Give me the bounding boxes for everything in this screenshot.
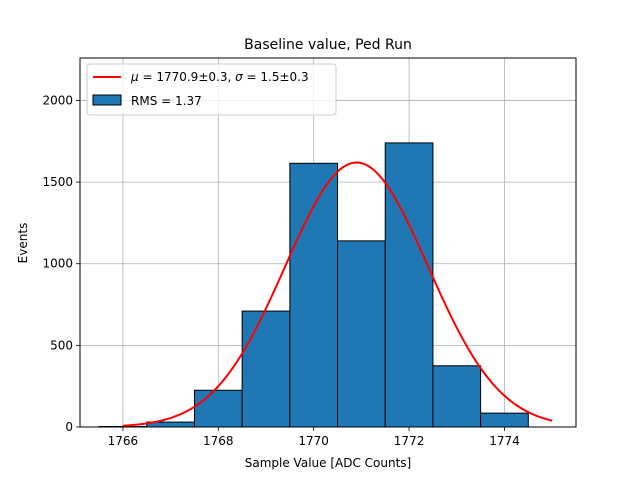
y-tick-label: 2000 (42, 93, 73, 107)
chart-title: Baseline value, Ped Run (244, 37, 412, 53)
histogram-bar (241, 310, 291, 428)
x-tick-label: 1772 (394, 434, 425, 448)
legend-box (86, 63, 337, 116)
histogram-bar (289, 162, 339, 428)
gaussian-fit-line (122, 161, 553, 427)
legend-fit-label: μ = 1770.9±0.3, σ = 1.5±0.3 (130, 70, 309, 84)
x-axis-label: Sample Value [ADC Counts] (245, 456, 411, 470)
fit-curve-layer (122, 161, 553, 427)
x-tick-label: 1768 (203, 434, 234, 448)
x-tick-label: 1766 (108, 434, 139, 448)
histogram-bar (193, 389, 243, 428)
y-tick-label: 0 (65, 420, 73, 434)
histogram-bar (337, 240, 386, 428)
legend-hist-label: RMS = 1.37 (131, 94, 202, 108)
y-tick-label: 1500 (42, 175, 73, 189)
y-tick-label: 500 (50, 338, 73, 352)
plot-frame (79, 57, 577, 428)
x-tick-label: 1770 (298, 434, 329, 448)
y-axis-ticks: 0 500 1000 1500 2000 (42, 93, 80, 434)
x-axis-ticks: 1766 1768 1770 1772 1774 (108, 427, 520, 448)
histogram-bar (432, 365, 482, 428)
histogram-bar (384, 142, 434, 428)
legend-hist-swatch (92, 94, 122, 106)
x-tick-label: 1774 (489, 434, 520, 448)
histogram-bar (480, 412, 529, 428)
y-tick-label: 1000 (42, 257, 73, 271)
legend: μ = 1770.9±0.3, σ = 1.5±0.3 RMS = 1.37 (86, 63, 337, 116)
y-axis-label: Events (16, 223, 30, 264)
